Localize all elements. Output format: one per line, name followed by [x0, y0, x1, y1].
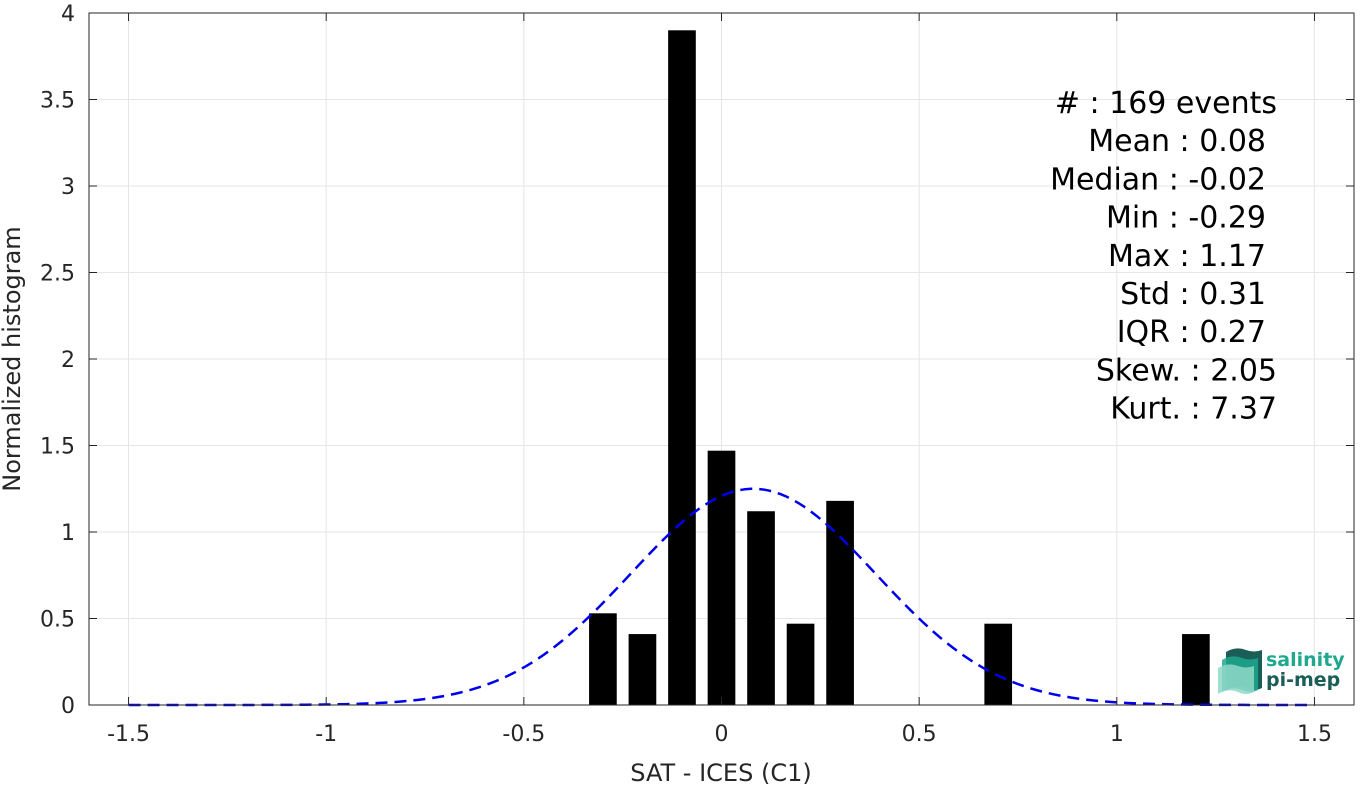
histogram-bar [589, 613, 617, 705]
x-tick-label: 0 [715, 722, 729, 747]
histogram-bar [707, 450, 736, 705]
stat-line: Mean : 0.08 [1088, 124, 1266, 159]
logo-text-salinity: salinity [1266, 649, 1345, 671]
bars [589, 30, 1210, 706]
stat-line: Std : 0.31 [1120, 277, 1266, 312]
histogram-bar [1182, 634, 1210, 705]
x-tick-label: 1.5 [1297, 722, 1332, 747]
x-axis-ticks: -1.5 -1 -0.5 0 0.5 1 1.5 [107, 13, 1332, 747]
y-tick-label: 2.5 [40, 262, 75, 287]
x-tick-label: 0.5 [902, 722, 937, 747]
stat-line: # : 169 events [1055, 86, 1277, 121]
stat-line: Max : 1.17 [1108, 239, 1266, 274]
stat-line: Median : -0.02 [1050, 162, 1266, 197]
y-tick-label: 0 [61, 694, 75, 719]
x-tick-label: -0.5 [502, 722, 545, 747]
x-axis-label: SAT - ICES (C1) [630, 759, 811, 785]
histogram-bar [668, 30, 696, 706]
x-tick-label: -1.5 [107, 722, 150, 747]
y-tick-label: 1 [61, 521, 75, 546]
logo-text-pi-mep: pi-mep [1266, 669, 1340, 691]
stat-line: Skew. : 2.05 [1096, 353, 1277, 388]
y-tick-label: 3.5 [40, 89, 75, 114]
stat-line: IQR : 0.27 [1117, 315, 1266, 350]
histogram-bar [826, 500, 854, 705]
stat-line: Kurt. : 7.37 [1110, 392, 1277, 427]
y-tick-label: 1.5 [40, 435, 75, 460]
y-axis-ticks: 0 0.5 1 1.5 2 2.5 3 3.5 4 [40, 2, 1354, 719]
y-tick-label: 2 [61, 348, 75, 373]
histogram-bar [747, 511, 775, 705]
stat-line: Min : -0.29 [1106, 201, 1266, 236]
y-axis-label: Normalized histogram [0, 226, 26, 491]
histogram-bar [984, 623, 1013, 705]
x-tick-label: 1 [1110, 722, 1124, 747]
y-tick-label: 0.5 [40, 608, 75, 633]
logo-waves-icon [1218, 648, 1262, 694]
grid-lines [89, 12, 1354, 706]
y-tick-label: 3 [61, 175, 75, 200]
y-tick-label: 4 [61, 2, 75, 27]
x-tick-label: -1 [315, 722, 337, 747]
histogram-bar [628, 634, 657, 705]
histogram-bar [786, 623, 815, 705]
salinity-pi-mep-logo: salinity pi-mep [1218, 648, 1345, 694]
